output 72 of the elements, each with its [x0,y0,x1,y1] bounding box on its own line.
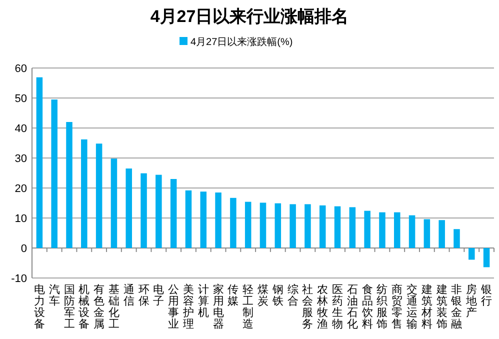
x-tick-label: 轻工制造 [242,284,254,330]
x-tick-label: 农林牧渔 [316,284,328,330]
y-tick-label: 30 [14,153,27,165]
bar [319,205,326,248]
x-tick-label: 煤炭 [258,284,268,308]
y-tick-label: 50 [14,93,27,105]
bar [126,168,132,248]
y-tick-label: 20 [14,183,27,195]
bar [230,198,236,248]
x-tick-label: 综合 [287,283,298,308]
y-tick-label: 60 [14,63,27,75]
bar [408,215,416,248]
bar [424,219,430,248]
bar [274,203,282,248]
x-tick-label: 石油石化 [346,284,358,330]
x-tick-label: 传媒 [228,284,239,308]
x-tick-label: 电力设备 [34,283,45,330]
chart-title: 4月27日以来行业涨幅排名 [150,7,349,26]
bar [438,220,445,248]
bar [483,248,490,268]
bar [260,202,266,248]
x-tick-label: 纺织服饰 [376,283,388,330]
bar [51,100,58,248]
bar [36,77,43,248]
bar [170,179,177,248]
y-tick-label: 40 [14,123,27,135]
x-tick-label: 商贸零售 [392,283,403,330]
bar [349,207,356,248]
x-tick-label: 建筑材料 [420,283,432,330]
x-tick-label: 国防军工 [64,284,75,330]
y-tick-label: -10 [11,273,27,285]
bar [454,229,460,248]
x-tick-label: 公用事业 [168,284,180,330]
x-tick-label: 基础化工 [107,283,120,330]
x-tick-label: 美容护理 [182,283,194,330]
x-tick-label: 钢铁 [271,284,284,308]
bar [66,122,72,248]
x-tick-label: 汽车 [48,284,60,308]
bar [394,212,400,248]
x-tick-label: 通信 [123,283,134,308]
bar [110,158,118,248]
x-tick-label: 机械设备 [78,284,90,330]
bar [364,210,370,248]
x-tick-label: 计算机 [198,283,209,319]
bar [244,202,252,248]
x-tick-label: 房地产 [465,283,478,319]
bar [200,192,207,248]
y-tick-label: 0 [20,243,27,255]
legend-label: 4月27日以来涨跌幅(%) [190,36,293,48]
bar [140,173,147,248]
y-tick-label: 10 [14,213,27,225]
bar [81,139,88,248]
bar [185,190,192,248]
x-tick-label: 交通运输 [406,283,418,330]
bar [290,204,296,248]
x-tick-label: 建筑装饰 [435,283,448,330]
x-tick-label: 环保 [138,284,150,308]
x-tick-label: 有色金属 [94,284,105,330]
x-tick-label: 银行 [480,284,492,308]
bar [468,248,475,260]
x-tick-label: 医药生物 [332,284,344,330]
bar [215,192,222,248]
x-tick-label: 非银金融 [450,283,462,330]
bar [379,212,386,248]
x-tick-label: 食品饮料 [360,284,373,330]
x-tick-label: 电子 [153,283,164,308]
x-tick-label: 家用电器 [212,283,224,330]
bar [96,144,102,248]
bar [156,174,162,248]
bar [334,206,341,248]
bar [304,204,311,248]
x-tick-label: 社会服务 [302,283,314,330]
